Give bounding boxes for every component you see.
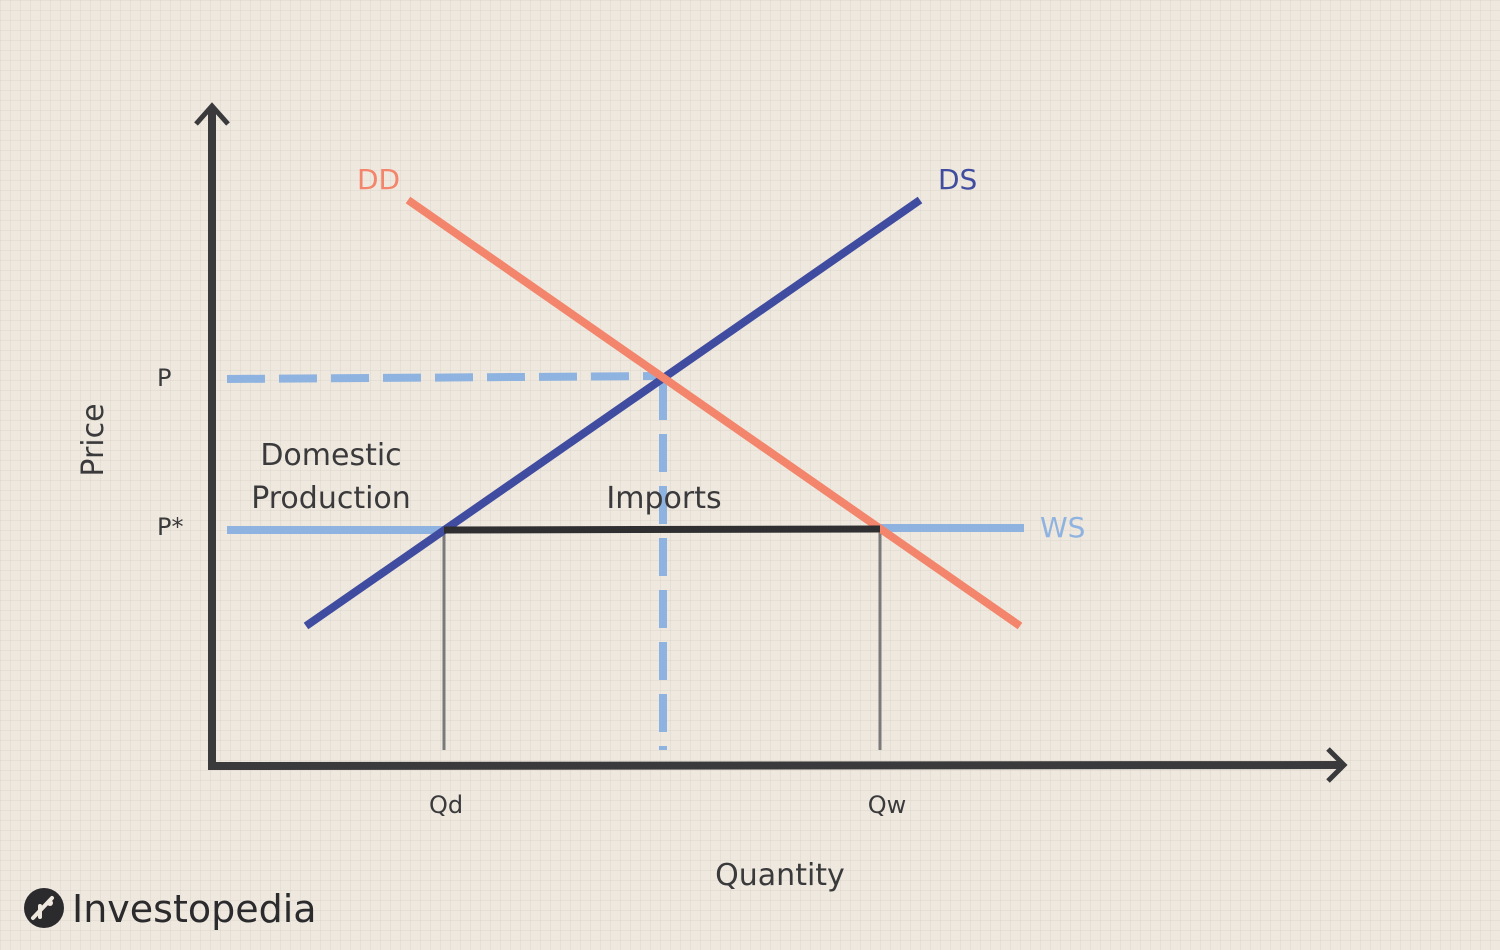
- investopedia-logo: Investopedia: [24, 887, 317, 931]
- x-axis-title: Quantity: [715, 858, 845, 893]
- qty-domestic-label: Qd: [429, 791, 463, 819]
- x-axis-arrowhead: [1326, 747, 1348, 783]
- domestic-supply-curve: [303, 196, 923, 630]
- price-world-label: P*: [157, 513, 183, 541]
- x-axis: [207, 761, 1343, 770]
- y-axis-arrowhead: [194, 102, 230, 126]
- y-axis-title: Price: [76, 403, 111, 476]
- brand-name: Investopedia: [72, 887, 317, 931]
- imports-bracket: [443, 525, 881, 534]
- domestic-production-label-line1: Domestic: [260, 438, 401, 473]
- price-p-label: P: [157, 364, 171, 392]
- qty-world-label: Qw: [868, 791, 907, 819]
- price-p-dashed-guide: [226, 372, 663, 383]
- domestic-production-label-line2: Production: [251, 481, 411, 516]
- demand-curve-label: DD: [357, 163, 400, 196]
- world-supply-label: WS: [1040, 511, 1085, 544]
- domestic-supply-label: DS: [938, 163, 977, 196]
- domestic-demand-curve: [405, 196, 1023, 630]
- imports-label: Imports: [606, 481, 721, 516]
